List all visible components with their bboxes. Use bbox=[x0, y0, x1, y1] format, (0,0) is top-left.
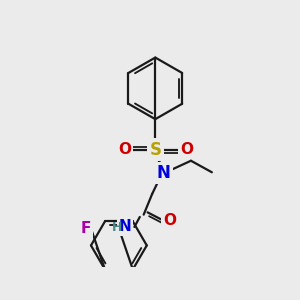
Text: O: O bbox=[118, 142, 131, 158]
Text: H: H bbox=[112, 221, 122, 234]
Text: N: N bbox=[157, 164, 171, 182]
Text: N: N bbox=[119, 220, 131, 235]
Text: F: F bbox=[80, 221, 91, 236]
Text: O: O bbox=[163, 213, 176, 228]
Text: S: S bbox=[149, 141, 161, 159]
Text: O: O bbox=[180, 142, 193, 158]
